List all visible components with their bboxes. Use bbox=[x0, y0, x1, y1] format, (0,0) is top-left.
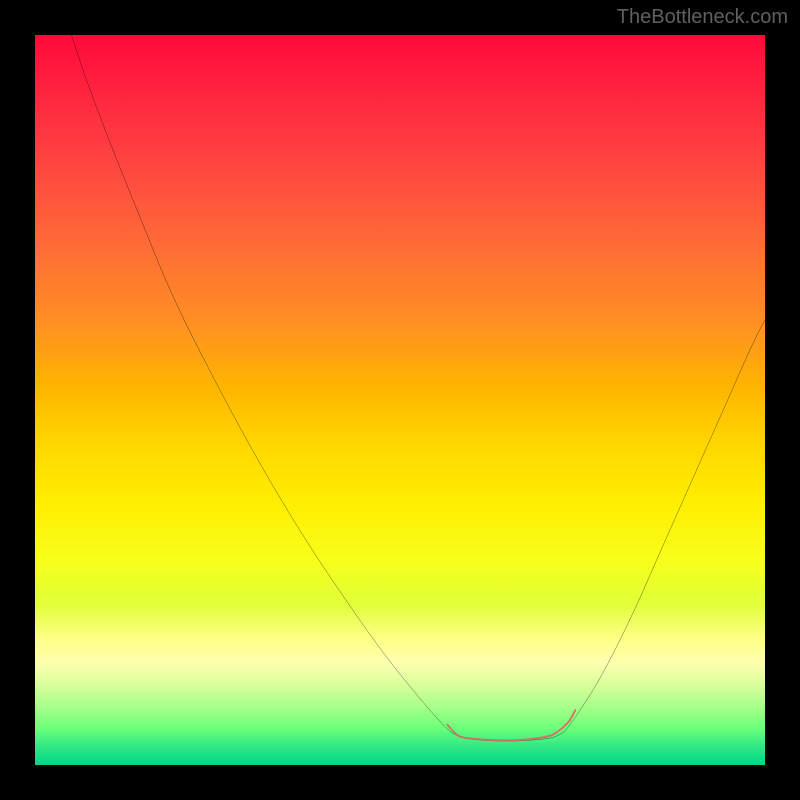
curve-overlay bbox=[35, 35, 765, 765]
right-curve bbox=[564, 320, 765, 732]
watermark-text: TheBottleneck.com bbox=[617, 6, 788, 29]
chart-area bbox=[35, 35, 765, 765]
highlight-band bbox=[447, 710, 575, 740]
left-curve bbox=[72, 35, 463, 737]
